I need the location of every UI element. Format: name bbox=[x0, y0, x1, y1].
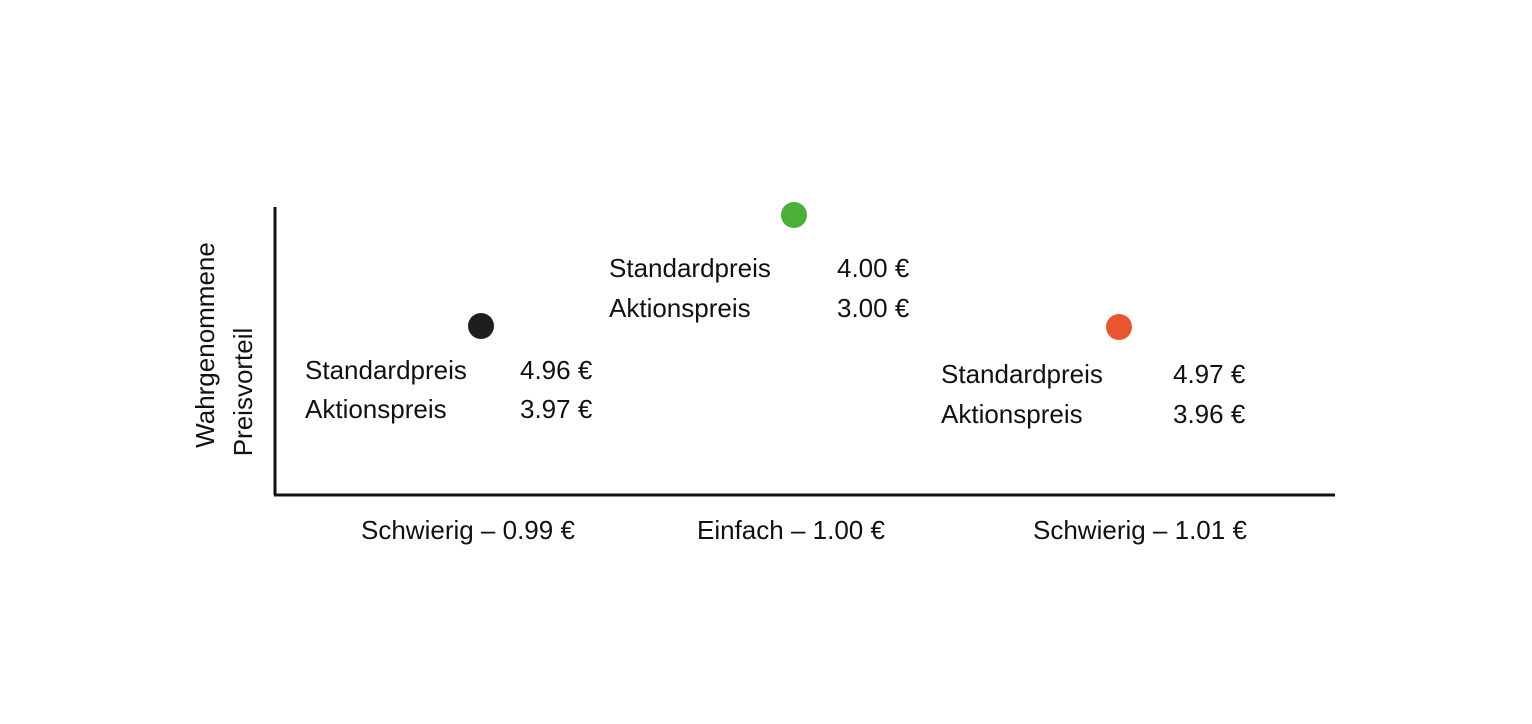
row-label: Standardpreis bbox=[609, 253, 771, 283]
row-label: Standardpreis bbox=[305, 355, 467, 385]
price: 4.96 € bbox=[520, 355, 593, 385]
row-label: Aktionspreis bbox=[609, 293, 751, 323]
category-label: Einfach – 1.00 € bbox=[697, 515, 885, 545]
y-axis-label: Wahrgenommene bbox=[190, 242, 220, 448]
price: 3.00 € bbox=[837, 293, 910, 323]
dot bbox=[468, 313, 494, 339]
price: 3.96 € bbox=[1173, 399, 1246, 429]
row-label: Aktionspreis bbox=[305, 394, 447, 424]
price: 4.00 € bbox=[837, 253, 910, 283]
row-label: Standardpreis bbox=[941, 359, 1103, 389]
category-label: Schwierig – 1.01 € bbox=[1033, 515, 1247, 545]
price: 4.97 € bbox=[1173, 359, 1246, 389]
dot bbox=[1106, 314, 1132, 340]
y-axis-label: Preisvorteil bbox=[228, 328, 258, 457]
price: 3.97 € bbox=[520, 394, 593, 424]
category-label: Schwierig – 0.99 € bbox=[361, 515, 575, 545]
row-label: Aktionspreis bbox=[941, 399, 1083, 429]
dot bbox=[781, 202, 807, 228]
